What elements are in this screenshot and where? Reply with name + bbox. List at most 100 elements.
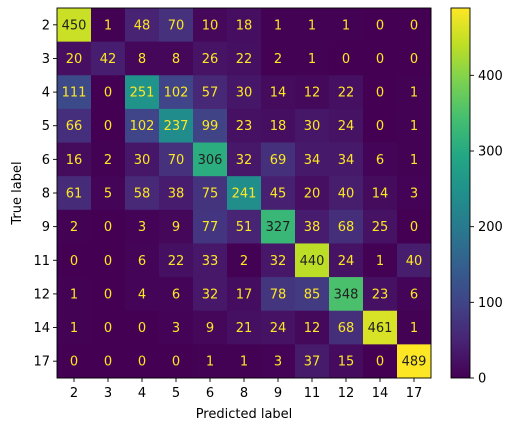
- y-tick-label: 9: [42, 220, 50, 235]
- cell-value-label: 68: [338, 220, 355, 235]
- heatmap-cell: [125, 243, 160, 278]
- heatmap-cell: [91, 75, 126, 110]
- cell-value-label: 15: [338, 355, 355, 370]
- x-tick-label: 5: [172, 386, 180, 401]
- heatmap-cell: [91, 277, 126, 312]
- cell-value-label: 327: [266, 220, 291, 235]
- y-axis-ticks: 2 3 4 5 6 8 9 11 12 14 17: [33, 18, 57, 370]
- cell-value-label: 32: [270, 254, 287, 269]
- cell-value-label: 0: [70, 254, 78, 269]
- cell-value-label: 111: [62, 86, 87, 101]
- heatmap-cell: [329, 344, 364, 379]
- heatmap-cell: [57, 310, 92, 345]
- cell-value-label: 0: [104, 86, 112, 101]
- y-tick-label: 14: [33, 321, 50, 336]
- heatmap-cell: [295, 142, 330, 177]
- cell-value-label: 70: [168, 153, 185, 168]
- heatmap-cell: [125, 176, 160, 211]
- y-tick-label: 12: [33, 287, 50, 302]
- y-tick-label: 17: [33, 355, 50, 370]
- heatmap-cell: [193, 277, 228, 312]
- cell-value-label: 489: [402, 355, 427, 370]
- heatmap-cell: [159, 75, 194, 110]
- heatmap-cell: [159, 176, 194, 211]
- heatmap-cell: [295, 310, 330, 345]
- cell-value-label: 12: [304, 86, 321, 101]
- heatmap-cell: [295, 176, 330, 211]
- heatmap-cell: [329, 277, 364, 312]
- cell-value-label: 68: [338, 321, 355, 336]
- cell-value-label: 57: [202, 86, 219, 101]
- heatmap-cell: [193, 75, 228, 110]
- cell-value-label: 0: [376, 355, 384, 370]
- heatmap-cell: [227, 344, 262, 379]
- x-tick-label: 14: [372, 386, 389, 401]
- cell-value-label: 0: [104, 254, 112, 269]
- cell-value-label: 450: [62, 18, 87, 33]
- heatmap-cell: [57, 8, 92, 43]
- cell-value-label: 16: [66, 153, 83, 168]
- cell-value-label: 9: [172, 220, 180, 235]
- cell-value-label: 24: [338, 119, 355, 134]
- cell-value-label: 14: [270, 86, 287, 101]
- cell-value-label: 38: [304, 220, 321, 235]
- heatmap-cell: [193, 41, 228, 76]
- heatmap-cell: [363, 8, 398, 43]
- cell-value-label: 85: [304, 287, 321, 302]
- heatmap-cell: [227, 310, 262, 345]
- cell-value-label: 0: [376, 52, 384, 67]
- heatmap-cell: [159, 108, 194, 143]
- cell-value-label: 348: [334, 287, 359, 302]
- cell-value-label: 69: [270, 153, 287, 168]
- heatmap-cell: [295, 108, 330, 143]
- heatmap-cell: [295, 243, 330, 278]
- x-axis-ticks: 2 3 4 5 6 8 9 11 12 14 17: [70, 378, 422, 401]
- cell-value-label: 306: [198, 153, 223, 168]
- heatmap-cell: [91, 108, 126, 143]
- cell-value-label: 23: [236, 119, 253, 134]
- heatmap-cell: [125, 108, 160, 143]
- heatmap-cell: [329, 209, 364, 244]
- heatmap-cell: [227, 108, 262, 143]
- cell-value-label: 23: [372, 287, 389, 302]
- heatmap-cell: [397, 243, 432, 278]
- cell-value-label: 22: [168, 254, 185, 269]
- heatmap-cell: [57, 41, 92, 76]
- cell-value-label: 2: [70, 220, 78, 235]
- cell-value-label: 12: [304, 321, 321, 336]
- heatmap-cell: [329, 176, 364, 211]
- cell-value-label: 6: [376, 153, 384, 168]
- cell-value-label: 2: [274, 52, 282, 67]
- cell-value-label: 0: [410, 52, 418, 67]
- cell-value-label: 1: [410, 119, 418, 134]
- cell-value-label: 32: [236, 153, 253, 168]
- colorbar-tick-label: 200: [478, 220, 503, 235]
- heatmap-cell: [397, 310, 432, 345]
- cell-value-label: 6: [410, 287, 418, 302]
- cell-value-label: 20: [304, 187, 321, 202]
- heatmap-cell: [91, 142, 126, 177]
- cell-value-label: 37: [304, 355, 321, 370]
- x-tick-label: 12: [338, 386, 355, 401]
- heatmap-cell: [227, 243, 262, 278]
- y-axis-label: True label: [10, 161, 25, 225]
- heatmap-cell: [295, 277, 330, 312]
- heatmap-cell: [261, 75, 296, 110]
- heatmap-cell: [397, 176, 432, 211]
- heatmap-cell: [57, 277, 92, 312]
- heatmap-cell: [363, 75, 398, 110]
- x-tick-label: 4: [138, 386, 146, 401]
- heatmap-cell: [261, 8, 296, 43]
- cell-value-label: 1: [410, 86, 418, 101]
- heatmap-cell: [397, 8, 432, 43]
- heatmap-cell: [193, 209, 228, 244]
- cell-value-label: 99: [202, 119, 219, 134]
- cell-value-label: 21: [236, 321, 253, 336]
- heatmap-cell: [125, 41, 160, 76]
- heatmap-cell: [57, 108, 92, 143]
- cell-value-label: 4: [138, 287, 146, 302]
- heatmap-cell: [159, 277, 194, 312]
- y-tick-label: 8: [42, 187, 50, 202]
- cell-value-label: 33: [202, 254, 219, 269]
- heatmap-cell: [57, 142, 92, 177]
